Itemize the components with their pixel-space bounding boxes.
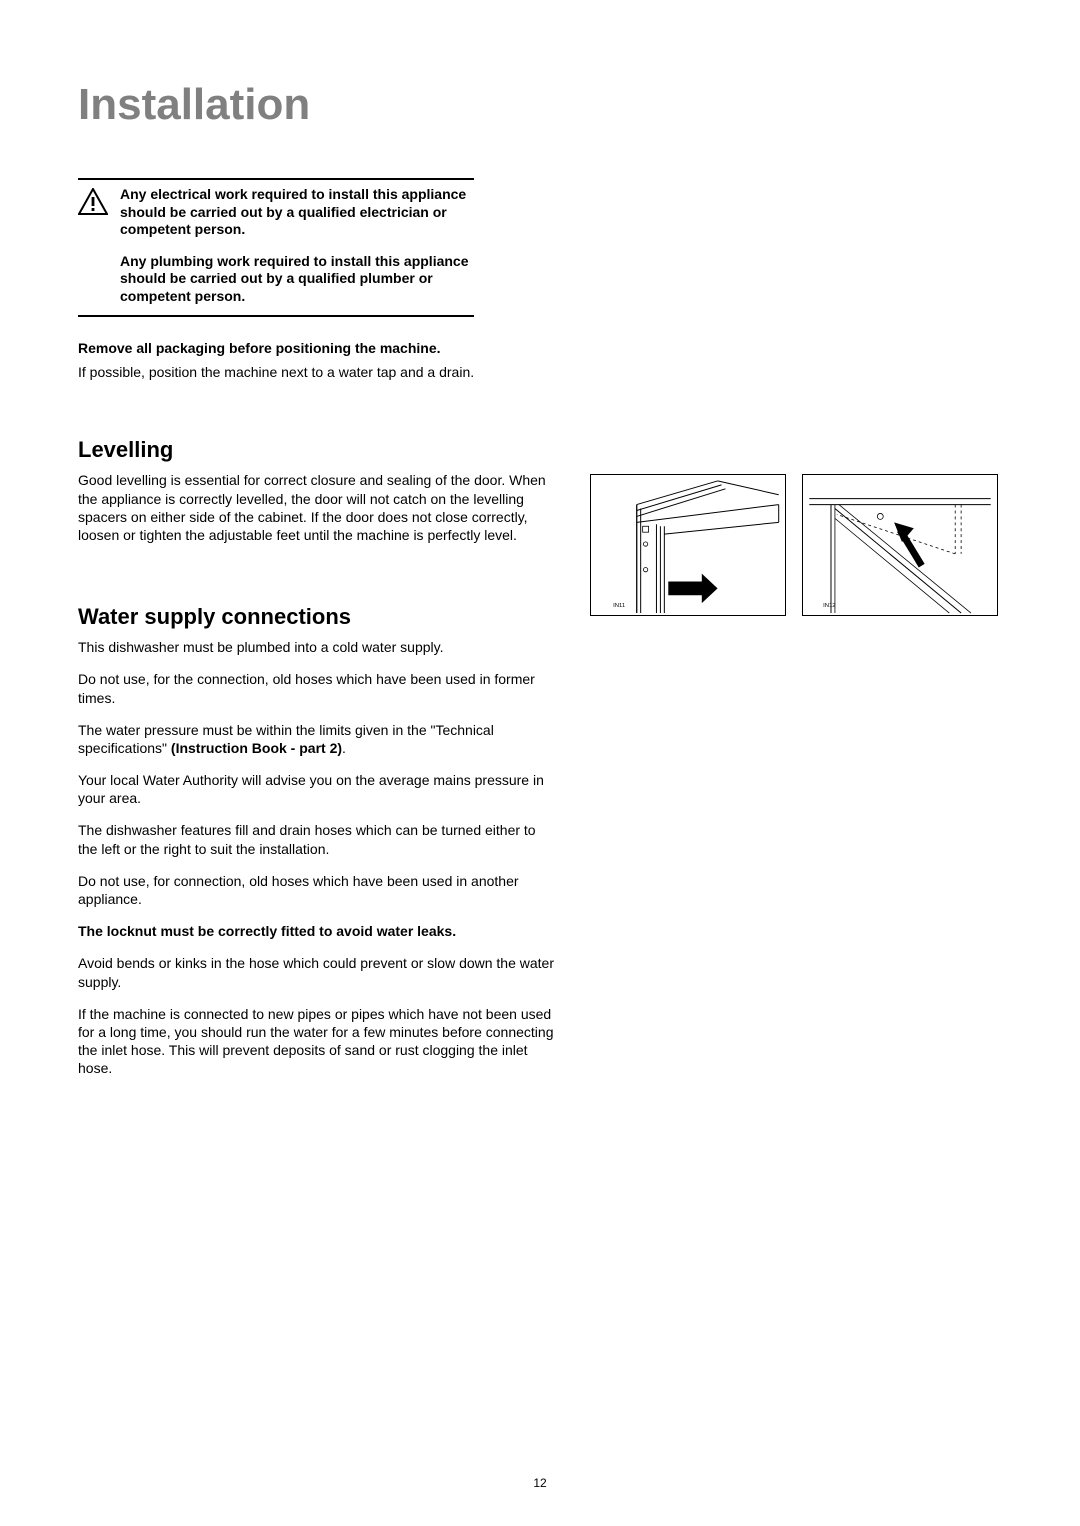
page-title: Installation — [78, 80, 1002, 130]
levelling-body: Good levelling is essential for correct … — [78, 471, 558, 544]
water-p4: Your local Water Authority will advise y… — [78, 771, 558, 807]
water-p2: Do not use, for the connection, old hose… — [78, 670, 558, 706]
water-p3-post: . — [342, 740, 346, 756]
left-column: Any electrical work required to install … — [78, 178, 558, 1092]
warning-icon-wrap — [78, 186, 110, 309]
water-p1: This dishwasher must be plumbed into a c… — [78, 638, 558, 656]
warning-box: Any electrical work required to install … — [78, 178, 474, 317]
water-p9: If the machine is connected to new pipes… — [78, 1005, 558, 1078]
remove-packaging-note: Remove all packaging before positioning … — [78, 339, 558, 357]
warning-electrical: Any electrical work required to install … — [120, 186, 474, 239]
water-supply-heading: Water supply connections — [78, 604, 558, 630]
water-p5: The dishwasher features fill and drain h… — [78, 821, 558, 857]
fig2-label: IN12 — [823, 603, 835, 609]
warning-text: Any electrical work required to install … — [120, 186, 474, 309]
water-p3-bold: (Instruction Book - part 2) — [171, 740, 342, 756]
warning-plumbing: Any plumbing work required to install th… — [120, 253, 474, 306]
figure-in12: IN12 — [802, 474, 998, 616]
content-row: Any electrical work required to install … — [78, 178, 1002, 1092]
figures-row: IN11 — [590, 474, 1000, 616]
right-column: IN11 — [590, 178, 1000, 1092]
figure-in11: IN11 — [590, 474, 786, 616]
warning-icon — [78, 188, 108, 215]
page-number: 12 — [0, 1476, 1080, 1490]
water-p3: The water pressure must be within the li… — [78, 721, 558, 757]
water-p6: Do not use, for connection, old hoses wh… — [78, 872, 558, 908]
water-p7-bold: The locknut must be correctly fitted to … — [78, 922, 558, 940]
fig1-label: IN11 — [613, 603, 625, 609]
positioning-note: If possible, position the machine next t… — [78, 363, 558, 381]
levelling-heading: Levelling — [78, 437, 558, 463]
water-p8: Avoid bends or kinks in the hose which c… — [78, 954, 558, 990]
